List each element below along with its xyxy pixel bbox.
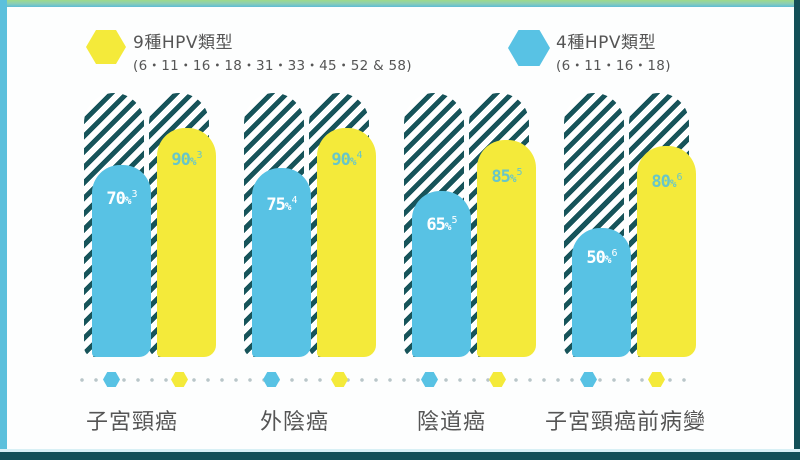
hexagon-icon: [331, 372, 348, 387]
bar-four-valent: 65%5: [412, 191, 471, 357]
bar-value-label: 90%3: [171, 150, 202, 170]
hexagon-icon: [86, 30, 126, 64]
bar-nine-valent: 90%3: [157, 128, 216, 357]
legend-title: 4種HPV類型: [556, 33, 656, 53]
bar-value-label: 50%6: [586, 248, 617, 268]
category-label-vulvar-cancer: 外陰癌: [260, 410, 330, 435]
bar-value-label: 90%4: [331, 150, 362, 170]
hexagon-icon: [171, 372, 188, 387]
legend-subtitle: (6・11・16・18): [556, 58, 671, 74]
hexagon-icon: [263, 372, 280, 387]
dotted-baseline: [75, 378, 695, 382]
bar-four-valent: 50%6: [572, 228, 631, 357]
bar-value-label: 80%6: [651, 172, 682, 192]
hexagon-icon: [103, 372, 120, 387]
category-label-vaginal-cancer: 陰道癌: [417, 410, 487, 435]
bar-value-label: 65%5: [426, 215, 457, 235]
hexagon-icon: [648, 372, 665, 387]
bottom-border: [0, 449, 800, 460]
hexagon-icon: [580, 372, 597, 387]
left-border: [0, 0, 7, 460]
hexagon-icon: [508, 30, 550, 66]
bar-value-label: 70%3: [106, 189, 137, 209]
hexagon-icon: [489, 372, 506, 387]
right-border: [794, 0, 800, 460]
category-label-precancerous-lesions: 子宮頸癌前病變: [545, 410, 707, 435]
category-label-cervical-cancer: 子宮頸癌: [86, 410, 179, 435]
hexagon-icon: [421, 372, 438, 387]
bar-nine-valent: 85%5: [477, 140, 536, 357]
bar-nine-valent: 90%4: [317, 128, 376, 357]
top-border: [0, 0, 800, 7]
legend-title: 9種HPV類型: [133, 33, 233, 53]
bar-value-label: 85%5: [491, 167, 522, 187]
bar-value-label: 75%4: [266, 195, 297, 215]
bar-four-valent: 70%3: [92, 165, 151, 357]
bar-nine-valent: 80%6: [637, 146, 696, 357]
bar-four-valent: 75%4: [252, 168, 311, 357]
legend-subtitle: (6・11・16・18・31・33・45・52 & 58): [133, 58, 412, 74]
